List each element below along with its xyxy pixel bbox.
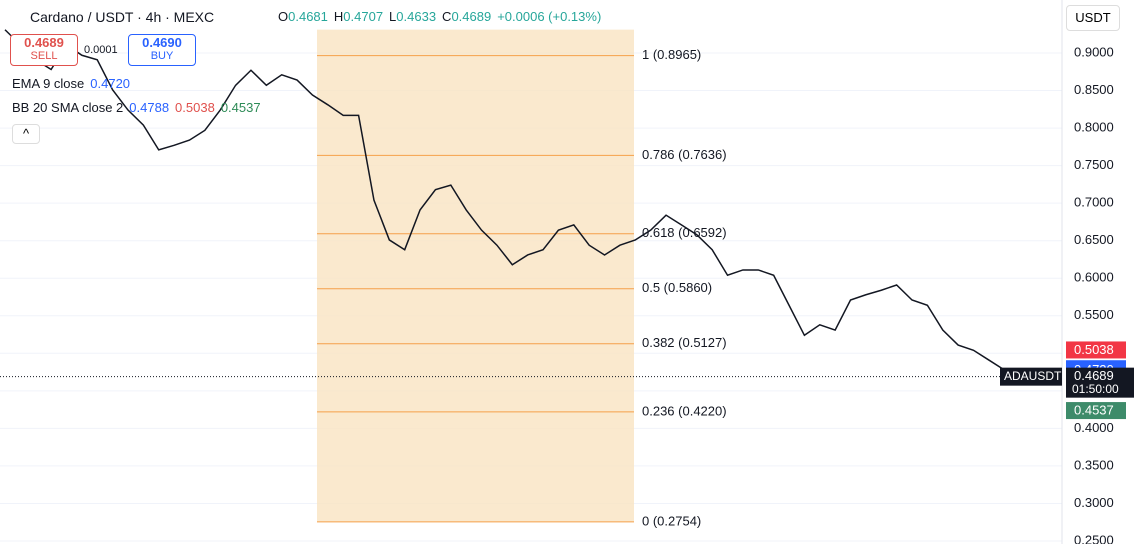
price-line: [4, 29, 1036, 379]
fib-label: 0.236 (0.4220): [642, 403, 727, 418]
buy-button[interactable]: 0.4690 BUY: [128, 34, 196, 66]
indicator-value: 0.4788: [129, 100, 170, 115]
fib-label: 0.618 (0.6592): [642, 225, 727, 240]
y-tick-label: 0.6000: [1074, 270, 1114, 285]
ohlc-key: C: [442, 9, 452, 24]
currency-button[interactable]: USDT: [1066, 5, 1120, 31]
price-tag: [1066, 402, 1126, 420]
fib-label: 0.5 (0.5860): [642, 280, 712, 295]
fib-label: 1 (0.8965): [642, 47, 701, 62]
fib-label: 0.786 (0.7636): [642, 147, 727, 162]
spread: 0.0001: [84, 44, 118, 56]
change: +0.0006 (+0.13%): [497, 9, 602, 24]
price-tag-label: 0.4689: [1074, 368, 1114, 383]
buy-price: 0.4690: [142, 35, 182, 50]
y-tick-label: 0.6500: [1074, 232, 1114, 247]
ohlc-key: H: [333, 9, 344, 24]
y-tick-label: 0.5500: [1074, 307, 1114, 322]
fib-label: 0.382 (0.5127): [642, 335, 727, 350]
symbol-title: Cardano / USDT · 4h · MEXC: [30, 9, 215, 25]
sell-price: 0.4689: [24, 35, 64, 50]
price-tag-label: 0.4537: [1074, 403, 1114, 418]
fib-zone: [317, 29, 634, 522]
sell-button[interactable]: 0.4689 SELL: [10, 34, 78, 66]
y-tick-label: 0.8500: [1074, 82, 1114, 97]
y-tick-label: 0.9000: [1074, 44, 1114, 59]
indicator-value: 0.4720: [90, 76, 131, 91]
symbol-tag: [1000, 367, 1062, 386]
indicator-row: BB 20 SMA close 2 0.4788 0.5038 0.4537: [12, 100, 267, 115]
price-tag-label: 0.5038: [1074, 342, 1114, 357]
y-tick-label: 0.2500: [1074, 532, 1114, 544]
indicator-name: BB 20 SMA close 2: [12, 100, 124, 115]
indicator-value: 0.4537: [220, 100, 261, 115]
ohlc: O0.4681 H0.4707 L0.4633 C0.4689 +0.0006 (+0.…: [272, 9, 601, 24]
price-tag: [1066, 367, 1134, 398]
price-tag: [1066, 341, 1126, 359]
ohlc-value: 0.4689: [451, 9, 492, 24]
y-tick-label: 0.7000: [1074, 195, 1114, 210]
y-tick-label: 0.3500: [1074, 457, 1114, 472]
sell-label: SELL: [30, 50, 58, 62]
collapse-button[interactable]: ^: [12, 124, 40, 144]
ohlc-key: O: [278, 9, 289, 24]
indicator-value: 0.5038: [175, 100, 215, 115]
indicator-row: EMA 9 close 0.4720: [12, 76, 136, 91]
indicator-name: EMA 9 close: [12, 76, 85, 91]
ohlc-value: 0.4707: [343, 9, 384, 24]
y-tick-label: 0.8000: [1074, 120, 1114, 135]
fib-label: 0 (0.2754): [642, 513, 701, 528]
symbol-tag-label: ADAUSDT: [1004, 369, 1062, 383]
ohlc-key: L: [389, 9, 397, 24]
ohlc-value: 0.4681: [288, 9, 328, 24]
buy-label: BUY: [150, 50, 174, 62]
y-tick-label: 0.4000: [1074, 420, 1114, 435]
countdown: 01:50:00: [1072, 382, 1119, 396]
y-tick-label: 0.3000: [1074, 495, 1114, 510]
ohlc-value: 0.4633: [396, 9, 437, 24]
y-tick-label: 0.7500: [1074, 157, 1114, 172]
